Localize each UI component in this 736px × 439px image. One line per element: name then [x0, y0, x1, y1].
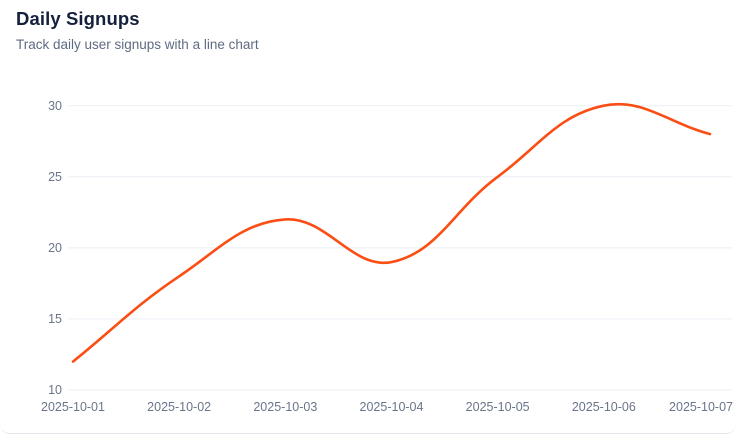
x-axis-label: 2025-10-04: [359, 400, 424, 414]
y-axis-label: 20: [48, 240, 62, 255]
y-axis-label: 15: [48, 311, 62, 326]
signups-line-series: [71, 103, 712, 363]
y-axis-label: 10: [48, 383, 62, 397]
x-axis-label: 2025-10-06: [571, 400, 636, 414]
x-axis-label: 2025-10-02: [147, 400, 212, 414]
y-axis-label: 25: [48, 169, 62, 184]
page-subtitle: Track daily user signups with a line cha…: [16, 37, 259, 52]
x-axis-label: 2025-10-07: [669, 400, 733, 414]
x-axis-label: 2025-10-05: [465, 400, 530, 414]
x-axis-label: 2025-10-01: [41, 400, 105, 414]
x-axis-label: 2025-10-03: [253, 400, 318, 414]
y-axis-label: 30: [48, 98, 62, 113]
card-header: Daily Signups Track daily user signups w…: [16, 8, 259, 52]
page-title: Daily Signups: [16, 8, 140, 29]
